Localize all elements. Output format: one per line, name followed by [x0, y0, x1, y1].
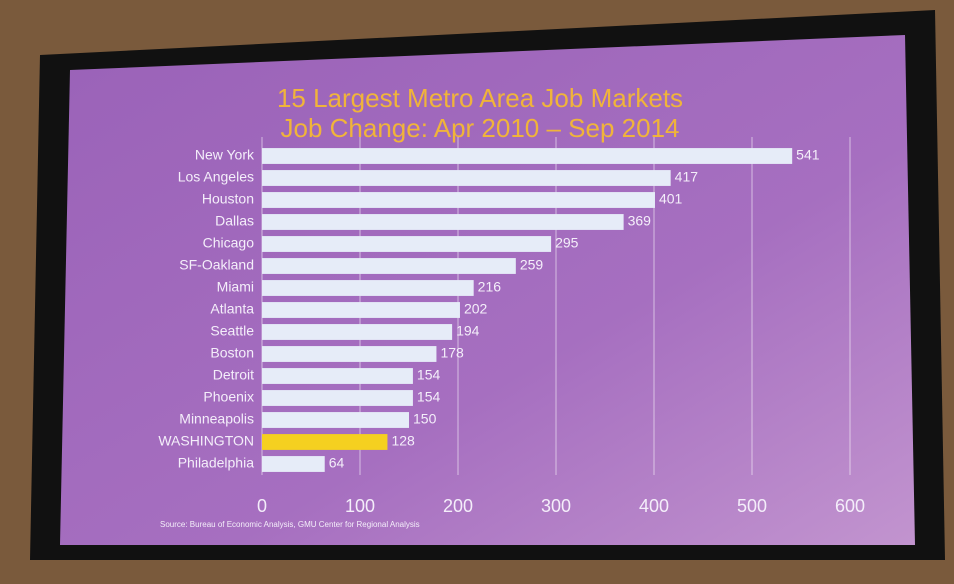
- y-tick-label: SF-Oakland: [179, 257, 254, 273]
- value-label: 178: [440, 345, 464, 361]
- x-tick-label: 100: [345, 496, 375, 516]
- bar: [262, 236, 551, 252]
- value-label: 194: [456, 323, 480, 339]
- bar: [262, 412, 409, 428]
- y-tick-label: Dallas: [215, 213, 254, 229]
- y-tick-label: Phoenix: [203, 389, 254, 405]
- bar: [262, 170, 671, 186]
- x-tick-label: 0: [257, 496, 267, 516]
- y-tick-label: Boston: [210, 345, 254, 361]
- bar: [262, 302, 460, 318]
- value-label: 154: [417, 389, 441, 405]
- bar: [262, 390, 413, 406]
- y-tick-label: Los Angeles: [178, 169, 254, 185]
- value-label: 154: [417, 367, 441, 383]
- value-label: 64: [329, 455, 345, 471]
- x-tick-label: 600: [835, 496, 865, 516]
- value-label: 259: [520, 257, 544, 273]
- x-tick-label: 500: [737, 496, 767, 516]
- value-label: 369: [628, 213, 652, 229]
- value-label: 202: [464, 301, 488, 317]
- chart-title: 15 Largest Metro Area Job Markets: [277, 83, 683, 113]
- bar: [262, 148, 792, 164]
- source-note: Source: Bureau of Economic Analysis, GMU…: [160, 520, 420, 529]
- y-tick-label: Detroit: [213, 367, 254, 383]
- y-tick-label: WASHINGTON: [158, 433, 254, 449]
- y-tick-label: Houston: [202, 191, 254, 207]
- y-tick-label: Atlanta: [210, 301, 254, 317]
- bar: [262, 434, 387, 450]
- y-tick-label: Philadelphia: [178, 455, 254, 471]
- y-tick-label: Minneapolis: [179, 411, 254, 427]
- y-tick-label: New York: [195, 147, 255, 163]
- bar: [262, 192, 655, 208]
- page: {"chart_data": {"type": "hbar", "title":…: [0, 0, 954, 584]
- x-tick-label: 200: [443, 496, 473, 516]
- y-tick-label: Miami: [217, 279, 254, 295]
- value-label: 150: [413, 411, 437, 427]
- bar: [262, 368, 413, 384]
- bar: [262, 346, 436, 362]
- value-label: 216: [478, 279, 502, 295]
- chart: 15 Largest Metro Area Job Markets Job Ch…: [0, 0, 954, 584]
- bar: [262, 258, 516, 274]
- y-tick-label: Seattle: [210, 323, 254, 339]
- bar: [262, 280, 474, 296]
- x-tick-label: 300: [541, 496, 571, 516]
- y-tick-label: Chicago: [203, 235, 255, 251]
- bar: [262, 456, 325, 472]
- value-label: 417: [675, 169, 699, 185]
- x-tick-label: 400: [639, 496, 669, 516]
- chart-subtitle: Job Change: Apr 2010 – Sep 2014: [281, 113, 680, 143]
- value-label: 541: [796, 147, 820, 163]
- value-label: 401: [659, 191, 683, 207]
- bar: [262, 214, 624, 230]
- value-label: 295: [555, 235, 579, 251]
- bar: [262, 324, 452, 340]
- value-label: 128: [391, 433, 415, 449]
